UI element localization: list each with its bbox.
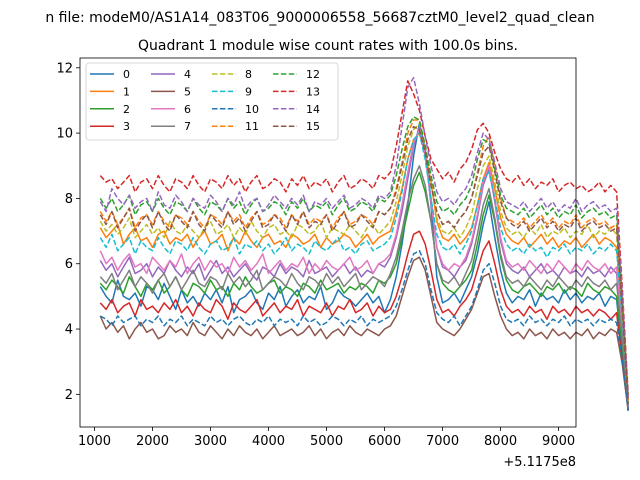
chart-title: Quadrant 1 module wise count rates with … [138, 38, 518, 54]
legend-label-10: 10 [245, 103, 259, 116]
y-tick-label: 6 [65, 257, 73, 272]
legend-label-13: 13 [306, 85, 320, 98]
series-line-14 [99, 76, 629, 398]
series-line-15 [99, 125, 629, 405]
x-tick-label: 9000 [542, 434, 575, 449]
series-layer [99, 76, 629, 411]
legend-label-4: 4 [184, 68, 191, 81]
legend-label-9: 9 [245, 85, 252, 98]
legend-label-15: 15 [306, 120, 320, 133]
series-line-7 [99, 165, 629, 408]
x-axis: 1000 2000 3000 4000 5000 6000 7000 8000 9000 [78, 427, 575, 449]
series-line-1 [99, 132, 629, 408]
series-line-4 [99, 125, 629, 408]
y-tick-label: 12 [56, 61, 73, 76]
series-line-12 [99, 116, 629, 398]
plot-frame [79, 57, 577, 428]
legend-label-12: 12 [306, 68, 320, 81]
x-tick-label: 4000 [252, 434, 285, 449]
legend-label-14: 14 [306, 103, 320, 116]
legend-label-1: 1 [123, 85, 130, 98]
series-line-10 [99, 249, 629, 411]
legend-label-11: 11 [245, 120, 259, 133]
legend-box [85, 62, 339, 141]
legend-label-6: 6 [184, 103, 191, 116]
x-tick-label: 8000 [484, 434, 517, 449]
series-line-2 [99, 171, 629, 408]
series-line-9 [99, 132, 629, 405]
chart-suptitle: n file: modeM0/AS1A14_083T06_9000006558_… [45, 10, 594, 26]
y-tick-label: 10 [56, 127, 73, 142]
legend-label-3: 3 [123, 120, 130, 133]
y-tick-label: 8 [65, 192, 73, 207]
x-tick-label: 7000 [426, 434, 459, 449]
legend-label-2: 2 [123, 103, 130, 116]
x-tick-label: 6000 [368, 434, 401, 449]
x-tick-label: 3000 [194, 434, 227, 449]
legend-label-8: 8 [245, 68, 252, 81]
series-line-5 [99, 256, 629, 411]
series-line-3 [99, 230, 629, 411]
series-line-13 [99, 80, 629, 395]
x-tick-label: 5000 [310, 434, 343, 449]
y-axis: 2 4 6 8 10 12 [56, 61, 80, 403]
legend-label-7: 7 [184, 120, 191, 133]
legend-label-0: 0 [123, 68, 130, 81]
series-line-6 [99, 129, 629, 408]
x-tick-label: 2000 [136, 434, 169, 449]
x-tick-label: 1000 [78, 434, 111, 449]
series-line-11 [99, 119, 629, 401]
x-offset-label: +5.1175e8 [503, 455, 576, 470]
y-tick-label: 2 [65, 388, 73, 403]
y-tick-label: 4 [65, 323, 73, 338]
legend-label-5: 5 [184, 85, 191, 98]
